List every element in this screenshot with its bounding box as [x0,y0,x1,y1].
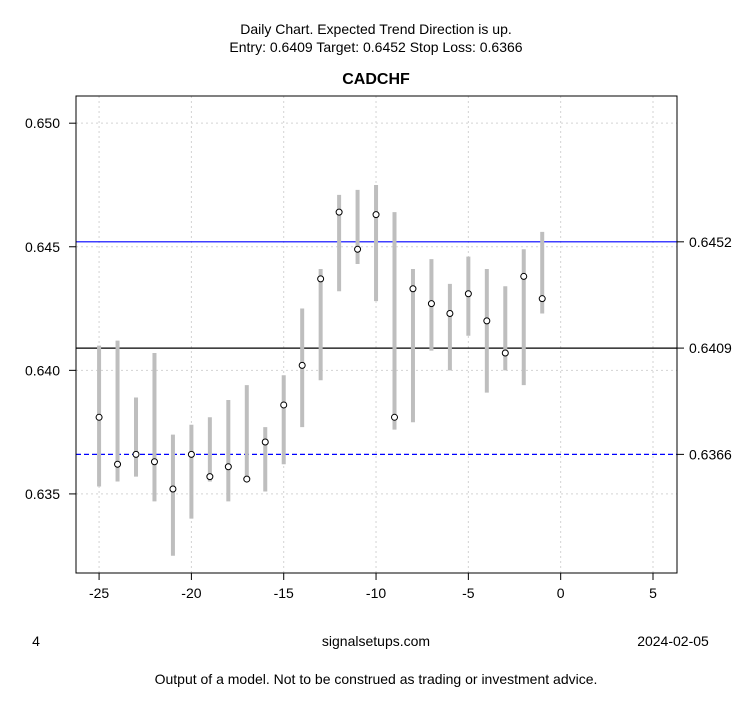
close-point [446,309,454,317]
close-point [150,458,158,466]
x-tick-label: 5 [649,585,657,601]
close-point [427,300,435,308]
disclaimer: Output of a model. Not to be construed a… [155,671,598,687]
footer-site: signalsetups.com [322,633,430,649]
level-label: 0.6366 [689,446,732,462]
y-tick-label: 0.640 [25,362,60,378]
close-point [354,245,362,253]
close-point [372,211,380,219]
close-point [169,485,177,493]
close-point [187,450,195,458]
chart-title: CADCHF [342,71,410,88]
x-tick-label: -20 [181,585,201,601]
points [95,208,546,493]
close-point [224,463,232,471]
close-point [317,275,325,283]
close-point [261,438,269,446]
header-line2: Entry: 0.6409 Target: 0.6452 Stop Loss: … [229,39,522,55]
grid [76,96,677,573]
close-point [114,460,122,468]
close-point [206,473,214,481]
y-tick-label: 0.635 [25,486,60,502]
close-point [464,290,472,298]
close-point [538,295,546,303]
ranges [97,184,545,556]
x-tick-label: -25 [89,585,109,601]
header-line1: Daily Chart. Expected Trend Direction is… [240,21,512,37]
close-point [280,401,288,409]
close-point [298,361,306,369]
close-point [243,475,251,483]
axes: -25 -20 -15 -10 -5 0 5 0.635 0.640 0.645 0.650 0.64… [25,115,732,601]
level-label: 0.6409 [689,340,732,356]
y-tick-label: 0.645 [25,239,60,255]
footer-date: 2024-02-05 [637,633,709,649]
level-label: 0.6452 [689,234,732,250]
close-point [501,349,509,357]
close-point [95,413,103,421]
x-tick-label: -15 [274,585,294,601]
close-point [391,413,399,421]
footer-left: 4 [32,633,40,649]
close-point [409,285,417,293]
x-tick-label: 0 [557,585,565,601]
x-tick-label: -10 [366,585,386,601]
close-point [520,272,528,280]
close-point [132,450,140,458]
y-tick-label: 0.650 [25,115,60,131]
close-point [335,208,343,216]
close-point [483,317,491,325]
x-tick-label: -5 [462,585,475,601]
